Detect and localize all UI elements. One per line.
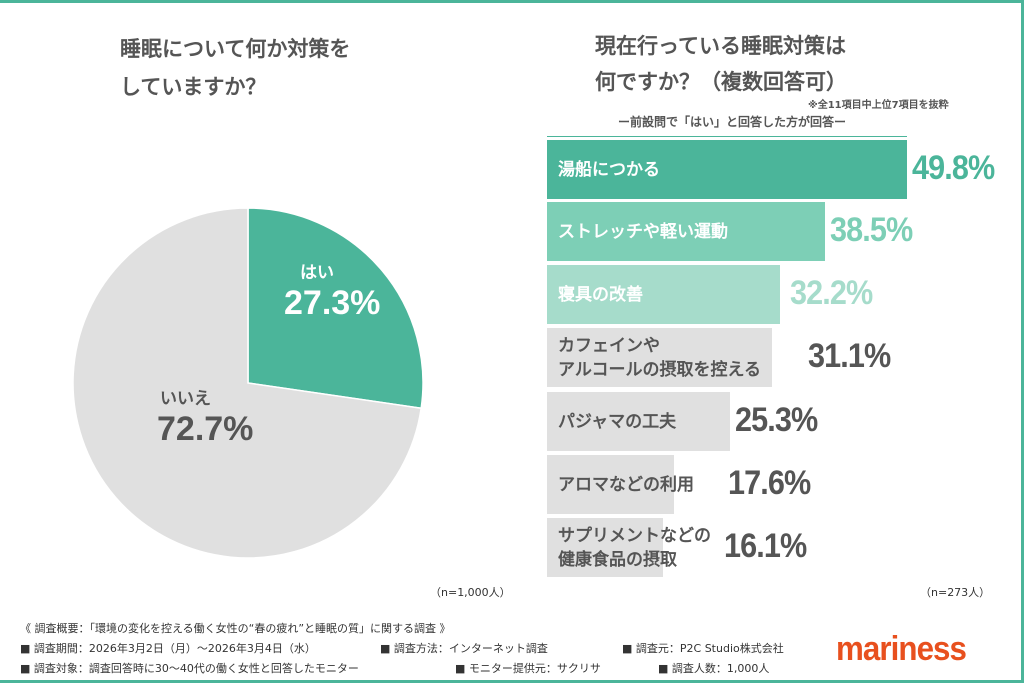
footer-count: ■ 調査人数：1,000人 xyxy=(658,662,770,675)
right-subtitle: ー前設問で「はい」と回答した方が回答ー xyxy=(618,115,847,129)
footer-source: ■ 調査元：P2C Studio株式会社 xyxy=(622,642,784,655)
divider xyxy=(547,136,907,137)
footer-period: ■ 調査期間：2026年3月2日（月）～2026年3月4日（水） xyxy=(20,642,316,655)
bar-value-label: 31.1% xyxy=(808,337,891,375)
pie-label-no: いいえ xyxy=(160,389,211,409)
bar-label: カフェインや アルコールの摂取を控える xyxy=(558,335,761,380)
bar-label: サプリメントなどの 健康食品の摂取 xyxy=(558,525,711,570)
footer-target: ■ 調査対象：調査回答時に30～40代の働く女性と回答したモニター xyxy=(20,662,359,675)
logo-mariness: mariness xyxy=(836,630,967,668)
pie-slice-no xyxy=(72,207,423,559)
bar-value-label: 25.3% xyxy=(735,401,818,439)
pie-slice-yes xyxy=(247,207,424,410)
bar xyxy=(547,202,826,261)
bar xyxy=(547,518,664,577)
bar-label: アロマなどの利用 xyxy=(558,474,694,495)
left-title-line1: 睡眠について何か対策を xyxy=(120,37,351,61)
right-title: 現在行っている睡眠対策は 何ですか？（複数回答可） xyxy=(595,28,847,100)
left-n: （n=1,000人） xyxy=(430,586,511,599)
pie-value-no: 72.7% xyxy=(157,410,254,448)
bar-value-label: 38.5% xyxy=(830,211,913,249)
bar-label: 湯船につかる xyxy=(558,159,660,180)
bar-label: 寝具の改善 xyxy=(558,284,643,305)
left-title: 睡眠について何か対策を していますか？ xyxy=(120,30,350,106)
bar-value-label: 17.6% xyxy=(728,464,811,502)
bar xyxy=(547,392,730,451)
pie-chart xyxy=(72,207,424,559)
bar xyxy=(547,140,908,199)
bar xyxy=(547,455,675,514)
bar-value-label: 49.8% xyxy=(912,149,995,187)
footer-title: 《 調査概要：「環境の変化を控える働く女性の“春の疲れ”と睡眠の質」に関する調査… xyxy=(20,622,451,635)
right-note: ※全11項目中上位7項目を抜粋 xyxy=(808,100,949,111)
bar xyxy=(547,265,780,324)
bar-value-label: 32.2% xyxy=(790,274,873,312)
pie-value-yes: 27.3% xyxy=(284,284,381,322)
right-title-line1: 現在行っている睡眠対策は xyxy=(595,34,846,58)
bar-label: ストレッチや軽い運動 xyxy=(558,221,728,242)
bar-value-label: 16.1% xyxy=(724,527,807,565)
right-n: （n=273人） xyxy=(920,586,991,599)
pie-label-yes: はい xyxy=(300,263,334,283)
footer-method: ■ 調査方法：インターネット調査 xyxy=(380,642,548,655)
bar-label: パジャマの工夫 xyxy=(558,411,677,432)
bar xyxy=(547,328,772,387)
footer-provider: ■ モニター提供元：サクリサ xyxy=(455,662,601,675)
right-title-line2: 何ですか？（複数回答可） xyxy=(595,70,847,94)
left-title-line2: していますか？ xyxy=(120,75,267,99)
